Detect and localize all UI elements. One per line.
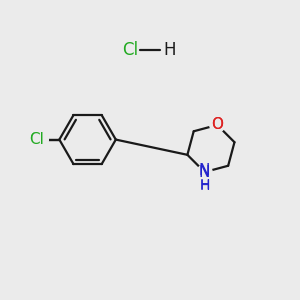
Circle shape [197, 165, 212, 179]
Text: Cl: Cl [30, 132, 44, 147]
Text: N: N [199, 165, 210, 180]
Circle shape [32, 131, 48, 148]
Text: N: N [199, 164, 210, 178]
Text: H: H [163, 41, 176, 59]
Text: Cl: Cl [30, 132, 44, 147]
Text: H: H [200, 178, 210, 192]
Text: H: H [200, 179, 210, 193]
Text: O: O [211, 118, 223, 133]
Text: Cl: Cl [123, 41, 139, 59]
Circle shape [210, 118, 225, 132]
Text: O: O [211, 118, 223, 133]
